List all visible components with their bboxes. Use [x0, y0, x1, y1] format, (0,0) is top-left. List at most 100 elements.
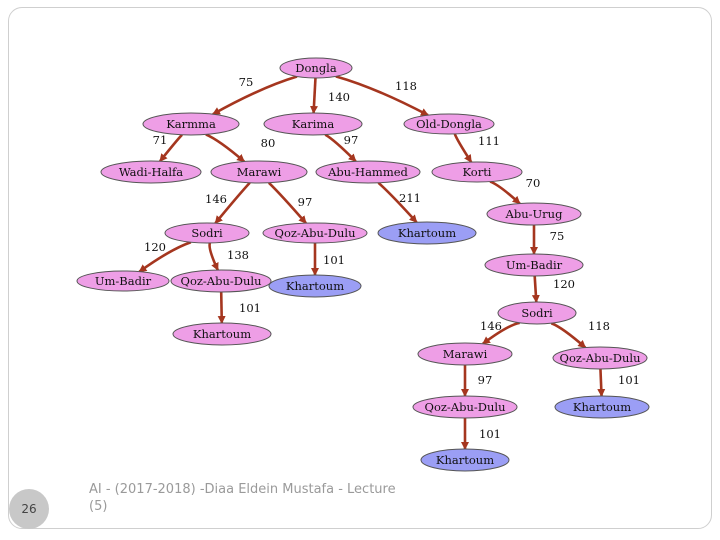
node-label: Karima	[292, 117, 335, 131]
edge-karmma-wadi-halfa	[159, 133, 183, 162]
node-label: Qoz-Abu-Dulu	[560, 351, 641, 365]
edge-old-dongla-korti	[453, 133, 473, 163]
footer-caption: AI - (2017-2018) -Diaa Eldein Mustafa - …	[89, 482, 396, 514]
node-ellipse	[279, 57, 353, 79]
node-ellipse	[486, 202, 582, 226]
node-qoz-abu-dulu-2: Qoz-Abu-Dulu	[170, 269, 272, 293]
node-old-dongla: Old-Dongla	[403, 113, 495, 135]
edge-cost-label: 118	[395, 79, 417, 93]
node-ellipse	[403, 113, 495, 135]
node-karmma: Karmma	[142, 112, 240, 136]
node-label: Khartoum	[436, 453, 494, 467]
edge-cost-label: 101	[479, 427, 501, 441]
edge-qoz-abu-dulu-3-khartoum-4	[597, 368, 606, 397]
edge-abu-hammed-khartoum-1	[377, 181, 418, 224]
edge-karmma-marawi-1	[205, 133, 246, 163]
node-label: Um-Badir	[95, 274, 152, 288]
node-label: Wadi-Halfa	[119, 165, 183, 179]
node-label: Qoz-Abu-Dulu	[181, 274, 262, 288]
node-dongla: Dongla	[279, 57, 353, 79]
edge-costs-layer: 75 140 118 71 80 97 111 146 97 211 70 120 138 101 75 10…	[144, 75, 640, 441]
edge-cost-label: 97	[344, 133, 359, 147]
edge-cost-label: 101	[618, 373, 640, 387]
node-label: Marawi	[237, 165, 282, 179]
node-ellipse	[417, 342, 513, 366]
slide-frame	[8, 7, 712, 529]
edge-cost-label: 97	[298, 195, 313, 209]
edge-sodri-2-qoz-abu-dulu-3	[550, 322, 587, 349]
edge-cost-label: 211	[399, 191, 421, 205]
edge-cost-label: 138	[227, 248, 249, 262]
node-qoz-abu-dulu-3: Qoz-Abu-Dulu	[552, 346, 648, 370]
node-ellipse	[497, 301, 577, 325]
node-marawi-1: Marawi	[210, 160, 308, 184]
node-qoz-abu-dulu-1: Qoz-Abu-Dulu	[262, 222, 368, 244]
node-label: Marawi	[443, 347, 488, 361]
node-um-badir-1: Um-Badir	[76, 270, 170, 292]
node-label: Abu-Urug	[505, 207, 564, 221]
edges-layer	[138, 75, 606, 450]
node-label: Karmma	[166, 117, 216, 131]
edge-cost-label: 101	[323, 253, 345, 267]
node-ellipse	[268, 274, 362, 298]
edge-cost-label: 118	[588, 319, 610, 333]
edge-cost-label: 120	[144, 240, 166, 254]
node-khartoum-1: Khartoum	[377, 221, 477, 245]
page-number: 26	[9, 489, 49, 529]
node-ellipse	[142, 112, 240, 136]
node-qoz-abu-dulu-4: Qoz-Abu-Dulu	[412, 395, 518, 419]
node-label: Qoz-Abu-Dulu	[425, 400, 506, 414]
edge-karima-abu-hammed	[324, 133, 357, 163]
node-sodri-2: Sodri	[497, 301, 577, 325]
edge-sodri-1-um-badir-1	[138, 241, 192, 273]
edge-cost-label: 111	[478, 134, 500, 148]
node-ellipse	[172, 322, 272, 346]
node-label: Old-Dongla	[416, 117, 482, 131]
node-ellipse	[412, 395, 518, 419]
edge-cost-label: 70	[526, 176, 541, 190]
node-khartoum-3: Khartoum	[172, 322, 272, 346]
node-ellipse	[377, 221, 477, 245]
node-sodri-1: Sodri	[164, 222, 250, 244]
node-korti: Korti	[431, 161, 523, 183]
node-abu-hammed: Abu-Hammed	[315, 160, 421, 184]
node-ellipse	[170, 269, 272, 293]
node-ellipse	[484, 253, 584, 277]
node-ellipse	[554, 395, 650, 419]
edge-qoz-abu-dulu-2-khartoum-3	[217, 291, 226, 324]
edge-cost-label: 146	[205, 192, 227, 206]
edge-marawi-1-qoz-abu-dulu-1	[267, 181, 307, 225]
edge-dongla-old-dongla	[335, 75, 429, 117]
node-khartoum-5: Khartoum	[420, 448, 510, 472]
edge-cost-label: 120	[553, 277, 575, 291]
node-karima: Karima	[263, 112, 363, 136]
node-label: Khartoum	[193, 327, 251, 341]
node-label: Qoz-Abu-Dulu	[275, 226, 356, 240]
node-abu-urug: Abu-Urug	[486, 202, 582, 226]
node-marawi-2: Marawi	[417, 342, 513, 366]
node-ellipse	[164, 222, 250, 244]
node-ellipse	[100, 160, 202, 184]
edge-um-badir-2-sodri-2	[531, 275, 540, 304]
node-ellipse	[420, 448, 510, 472]
node-ellipse	[262, 222, 368, 244]
node-ellipse	[76, 270, 170, 292]
edge-cost-label: 140	[328, 90, 350, 104]
node-ellipse	[431, 161, 523, 183]
edge-cost-label: 146	[480, 319, 502, 333]
node-wadi-halfa: Wadi-Halfa	[100, 160, 202, 184]
node-ellipse	[315, 160, 421, 184]
edge-marawi-1-sodri-1	[214, 181, 251, 225]
edge-sodri-1-qoz-abu-dulu-2	[208, 242, 219, 271]
node-label: Khartoum	[286, 279, 344, 293]
edge-dongla-karmma	[211, 75, 298, 116]
nodes-layer: Dongla Karmma Karima Old-Dongla Wadi-Halfa Ma…	[76, 57, 650, 472]
node-ellipse	[552, 346, 648, 370]
node-ellipse	[263, 112, 363, 136]
edge-cost-label: 71	[153, 133, 168, 147]
node-ellipse	[210, 160, 308, 184]
node-khartoum-2: Khartoum	[268, 274, 362, 298]
edge-sodri-2-marawi-2	[482, 321, 520, 345]
edge-cost-label: 97	[478, 373, 493, 387]
